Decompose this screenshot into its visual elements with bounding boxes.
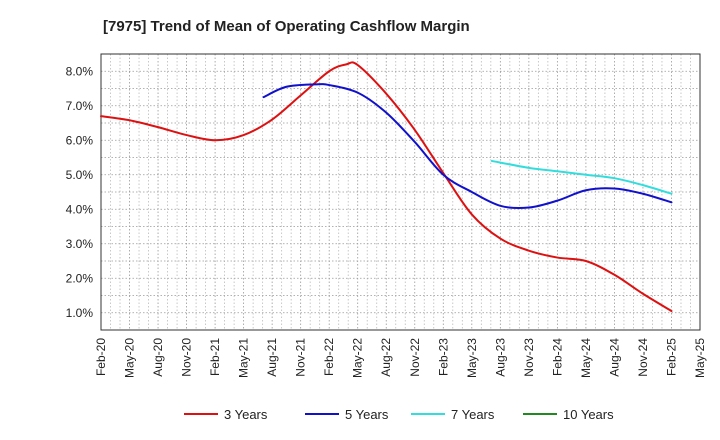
y-tick-label: 6.0% [66, 133, 94, 147]
x-tick-label: May-20 [123, 338, 137, 378]
series-line-3-years [100, 61, 673, 313]
x-tick-label: Feb-20 [94, 338, 108, 376]
x-tick-label: Nov-23 [522, 338, 536, 377]
x-tick-label: Feb-22 [322, 338, 336, 376]
grid-lines [100, 53, 701, 331]
x-tick-label: Aug-23 [493, 338, 507, 377]
y-tick-label: 7.0% [66, 99, 94, 113]
plot-frame [100, 53, 701, 331]
axes [100, 53, 701, 331]
series-line-7-years [490, 159, 673, 195]
x-tick-label: Aug-20 [151, 338, 165, 377]
legend-label-7-years: 7 Years [451, 407, 495, 422]
legend-label-3-years: 3 Years [224, 407, 268, 422]
series-layer [100, 61, 673, 313]
legend: 3 Years 5 Years 7 Years 10 Years [184, 407, 614, 422]
x-tick-label: May-25 [693, 338, 707, 378]
x-tick-label: May-24 [579, 338, 593, 378]
legend-label-10-years: 10 Years [563, 407, 614, 422]
x-tick-label: Nov-22 [408, 338, 422, 377]
y-tick-label: 5.0% [66, 168, 94, 182]
y-tick-label: 2.0% [66, 271, 94, 285]
x-tick-label: May-21 [237, 338, 251, 378]
x-tick-label: Nov-21 [294, 338, 308, 377]
tick-labels: 1.0% 2.0% 3.0% 4.0% 5.0% 6.0% 7.0% 8.0% Feb-20 Ma… [66, 64, 707, 378]
y-tick-label: 1.0% [66, 306, 94, 320]
plot-area [101, 54, 700, 330]
x-tick-label: May-22 [351, 338, 365, 378]
series-line-5-years [262, 83, 673, 210]
x-tick-label: Feb-23 [436, 338, 450, 376]
chart-title: [7975] Trend of Mean of Operating Cashfl… [103, 18, 470, 35]
x-tick-label: Nov-24 [636, 338, 650, 377]
x-tick-label: Feb-24 [550, 338, 564, 376]
x-tick-label: Nov-20 [180, 338, 194, 377]
x-tick-label: Aug-21 [265, 338, 279, 377]
x-tick-label: Aug-22 [379, 338, 393, 377]
x-tick-label: Feb-25 [664, 338, 678, 376]
x-tick-label: Feb-21 [208, 338, 222, 376]
legend-label-5-years: 5 Years [345, 407, 389, 422]
x-tick-label: May-23 [465, 338, 479, 378]
x-tick-label: Aug-24 [607, 338, 621, 377]
y-tick-label: 4.0% [66, 202, 94, 216]
y-tick-label: 8.0% [66, 64, 94, 78]
y-tick-label: 3.0% [66, 237, 94, 251]
